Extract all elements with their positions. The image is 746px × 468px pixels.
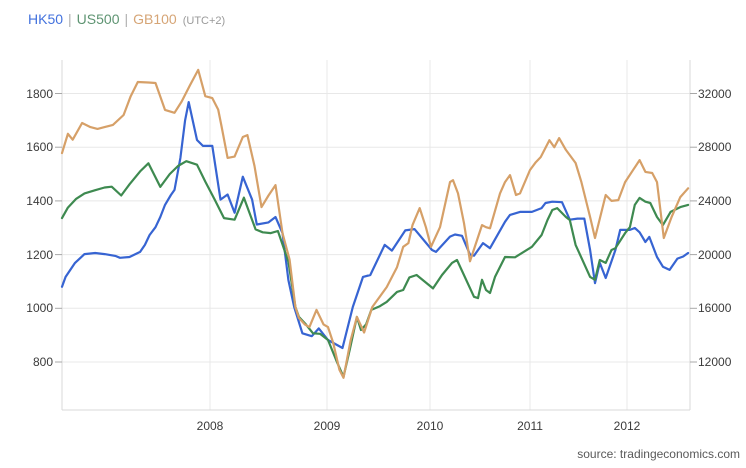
- legend-separator: |: [124, 11, 129, 27]
- legend: HK50 | US500 | GB100 (UTC+2): [28, 11, 225, 27]
- left-axis-tick-label: 1600: [26, 140, 53, 155]
- x-axis-tick-label: 2008: [196, 419, 224, 433]
- legend-separator: |: [68, 11, 72, 27]
- left-axis-tick-label: 1400: [26, 193, 53, 208]
- legend-item-hk50[interactable]: HK50: [28, 11, 64, 27]
- right-axis-tick-label: 24000: [698, 193, 732, 208]
- legend-item-gb100[interactable]: GB100: [133, 11, 177, 27]
- x-axis-tick-label: 2010: [416, 419, 444, 433]
- source-attribution: source: tradingeconomics.com: [577, 447, 740, 461]
- left-axis-tick-label: 1800: [26, 86, 53, 101]
- right-axis-tick-label: 32000: [698, 86, 732, 101]
- legend-item-us500[interactable]: US500: [76, 11, 120, 27]
- right-axis-tick-label: 16000: [698, 301, 732, 316]
- right-axis-tick-label: 12000: [698, 355, 732, 369]
- x-axis-tick-label: 2012: [613, 419, 641, 433]
- left-axis-tick-label: 1000: [26, 301, 53, 316]
- right-axis-tick-label: 20000: [698, 247, 732, 262]
- series-line-hk50: [60, 100, 690, 350]
- x-axis-tick-label: 2011: [517, 419, 543, 433]
- right-axis-tick-label: 28000: [698, 140, 732, 155]
- x-axis-tick-label: 2009: [313, 419, 341, 433]
- series-line-us500: [60, 160, 690, 378]
- left-axis-tick-label: 800: [32, 355, 53, 369]
- timezone-note: (UTC+2): [182, 15, 226, 27]
- series-line-gb100: [60, 68, 690, 379]
- left-axis-tick-label: 1200: [26, 247, 53, 262]
